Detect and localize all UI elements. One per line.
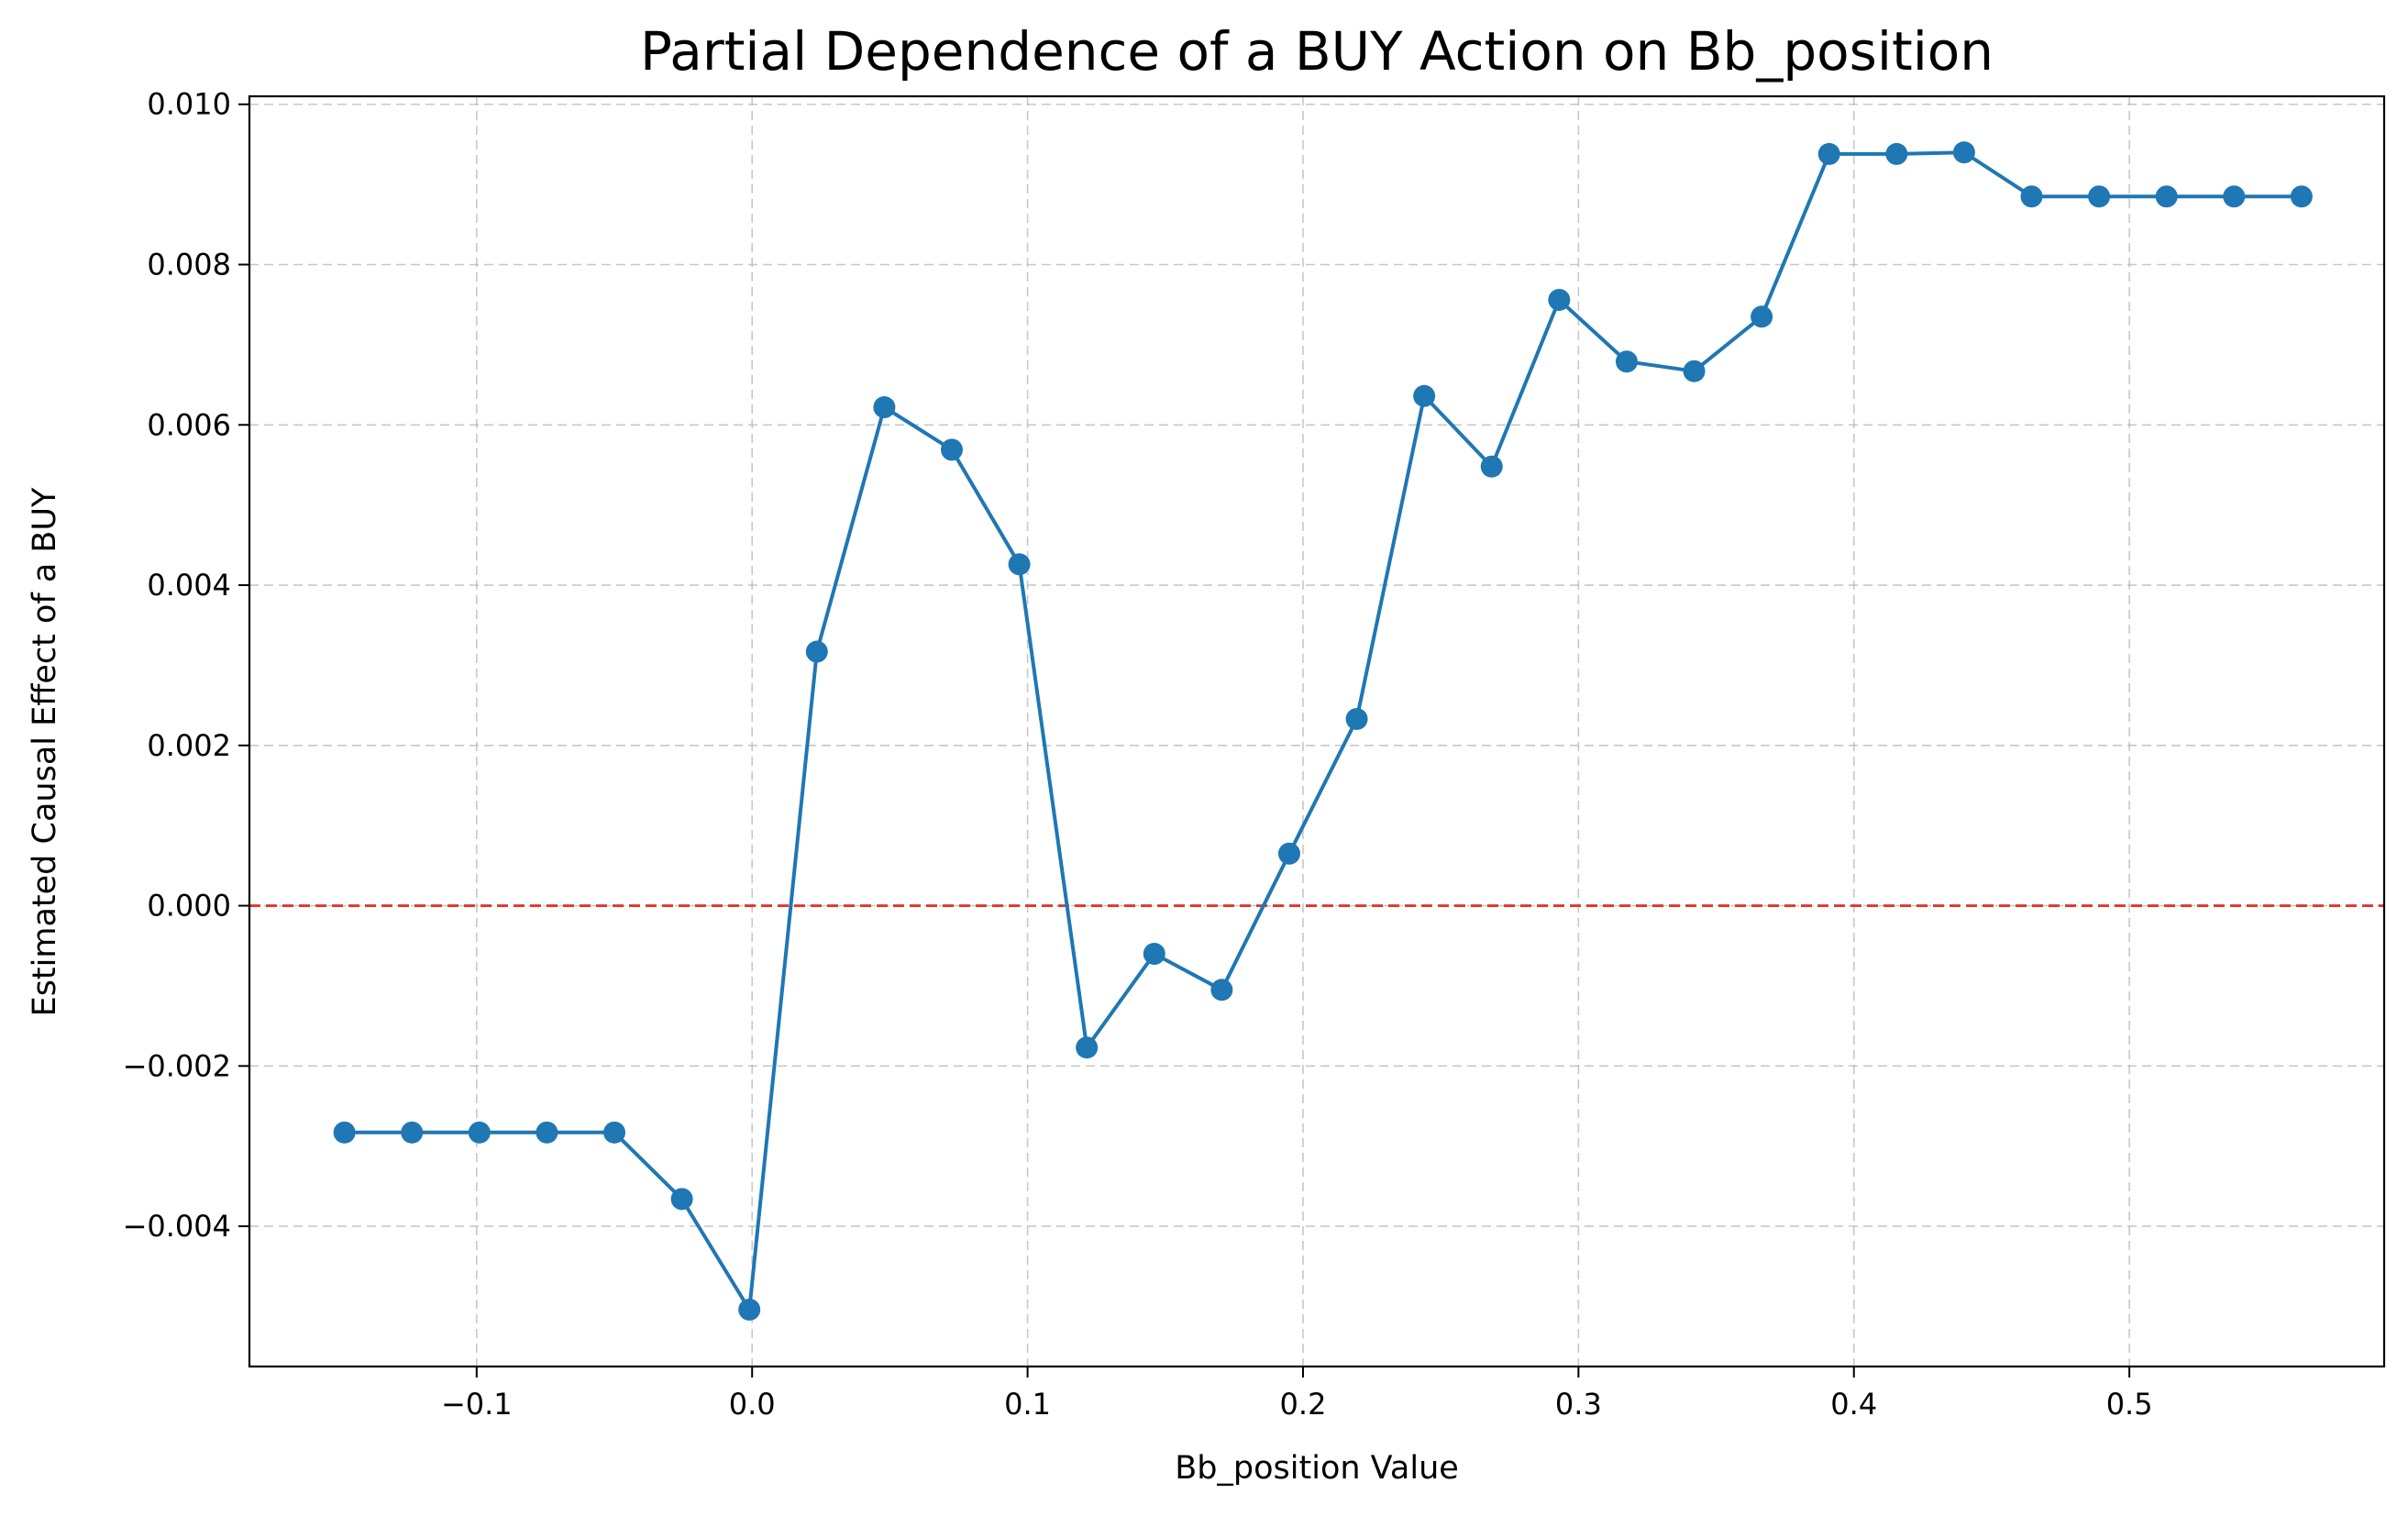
y-tick-label: 0.000 [147,889,231,924]
plot-frame [248,94,2386,1368]
y-tick-label: 0.008 [147,248,231,282]
data-point [1751,305,1773,328]
data-point [1008,553,1031,576]
data-point [1952,141,1975,164]
y-axis-label: Estimated Causal Effect of a BUY [27,487,63,1016]
x-tick-label: 0.5 [2106,1387,2153,1422]
data-point [1548,288,1571,311]
data-point [536,1121,558,1144]
x-axis-ticks: −0.1 0.0 0.1 0.2 0.3 0.4 0.5 [441,1367,2153,1422]
data-point [1817,142,1840,165]
data-point [468,1121,491,1144]
y-tick-label: −0.004 [123,1209,231,1244]
data-point [1413,384,1436,407]
x-tick-label: −0.1 [441,1387,513,1422]
chart-title: Partial Dependence of a BUY Action on Bb… [640,20,1994,83]
data-point [1143,942,1165,965]
x-tick-label: 0.2 [1280,1387,1327,1422]
y-tick-label: 0.002 [147,728,231,763]
data-point [873,396,896,419]
data-point [1480,455,1503,478]
x-axis-label: Bb_position Value [1175,1450,1459,1487]
data-point [1345,707,1368,730]
y-tick-label: 0.006 [147,407,231,442]
data-point [1885,142,1908,165]
data-point [1277,842,1300,865]
x-tick-label: 0.4 [1830,1387,1877,1422]
x-tick-label: 0.0 [729,1387,776,1422]
data-point [1076,1036,1099,1059]
data-point [1615,350,1638,373]
data-point [333,1121,356,1144]
y-tick-label: 0.010 [147,87,231,122]
data-point [1210,979,1233,1001]
y-axis-ticks: −0.004 −0.002 0.000 0.002 0.004 0.006 0.008 0.0… [123,87,249,1244]
data-point [738,1298,761,1321]
x-tick-label: 0.3 [1555,1387,1602,1422]
y-tick-label: −0.002 [123,1048,231,1083]
data-point [2290,185,2313,208]
data-point [2088,185,2111,208]
data-point [2155,185,2178,208]
x-tick-label: 0.1 [1004,1387,1051,1422]
data-point [603,1121,626,1144]
data-point [401,1121,424,1144]
data-point [670,1188,693,1211]
data-point [2223,185,2246,208]
data-point [2020,185,2043,208]
series-line [344,150,2302,1311]
series-layer [333,141,2313,1321]
data-point [1683,360,1706,382]
y-tick-label: 0.004 [147,568,231,603]
data-point [805,640,828,663]
data-point [940,438,963,461]
plot-area [248,94,2386,1368]
